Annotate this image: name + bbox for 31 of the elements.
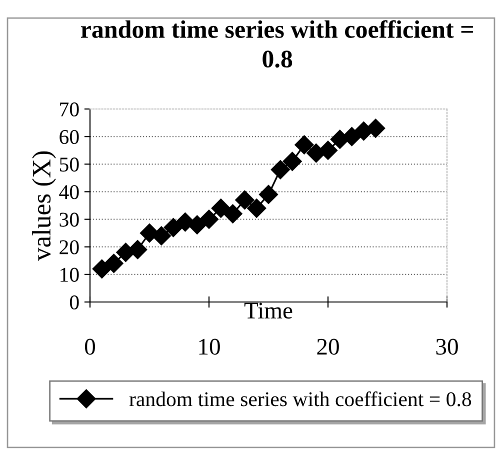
y-tick-label: 50 (60, 158, 79, 172)
legend-label: random time series with coefficient = 0.8 (129, 391, 472, 406)
y-tick-label: 30 (60, 212, 79, 227)
x-axis-title: Time (244, 302, 292, 319)
y-tick-label: 60 (60, 130, 79, 144)
point (211, 198, 230, 218)
point (247, 198, 266, 218)
chart-title: random time series with coefficient = 0.8 (80, 20, 473, 68)
y-tick-label: 20 (60, 240, 79, 254)
point (164, 218, 183, 238)
x-tick-label: 10 (199, 338, 220, 355)
point (92, 259, 112, 278)
point (104, 254, 124, 273)
point (128, 240, 148, 260)
point (366, 118, 386, 138)
point (270, 160, 290, 180)
point (235, 190, 254, 210)
x-tick-label: 20 (317, 338, 339, 355)
point (188, 215, 207, 234)
y-tick-label: 40 (59, 185, 79, 200)
y-tick-label: 10 (60, 268, 79, 282)
point (223, 204, 242, 224)
x-tick-label: 30 (436, 338, 458, 355)
y-tick-label: 0 (70, 295, 79, 310)
point (258, 184, 278, 204)
y-axis-title: values (X) (32, 151, 56, 261)
x-tick-label: 0 (84, 338, 96, 355)
point (282, 152, 302, 171)
point (199, 210, 219, 229)
y-tick-label: 70 (60, 102, 79, 116)
point (294, 135, 314, 154)
